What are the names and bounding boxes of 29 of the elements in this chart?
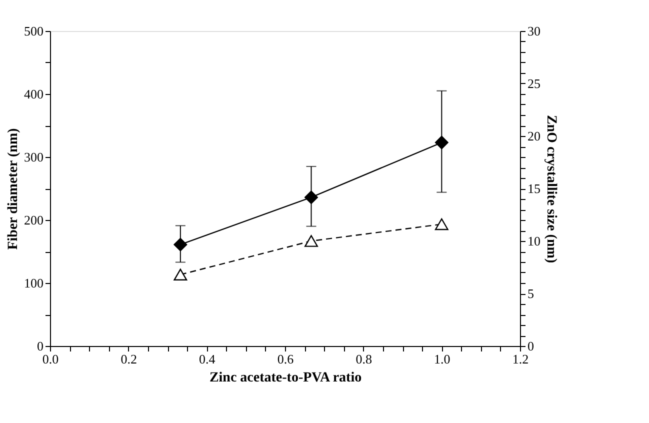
x-tick-label: 0.4 — [199, 352, 216, 366]
y-axis-title: Fiber diameter (nm) — [6, 128, 21, 250]
x-tick-label: 0.6 — [277, 352, 294, 366]
x-tick-label: 0.8 — [356, 352, 372, 366]
point — [434, 136, 448, 150]
y2-tick-label: 20 — [528, 128, 540, 144]
y-tick-label: 500 — [24, 24, 44, 38]
y2-tick-label: 25 — [528, 76, 540, 91]
y2-tick-label: 15 — [528, 181, 540, 196]
y2-axis-title: ZnO crystallite size (nm) — [544, 114, 558, 264]
point — [174, 238, 188, 252]
y2-tick-label: 5 — [528, 286, 534, 301]
y2-tick-label: 0 — [528, 338, 534, 354]
y-tick-label: 0 — [37, 338, 44, 354]
x-tick-label: 0.2 — [120, 352, 137, 366]
x-tick-label: 1.0 — [434, 352, 450, 366]
y-tick-label: 400 — [24, 86, 44, 102]
y-tick-label: 100 — [24, 276, 44, 290]
point — [304, 235, 318, 247]
y2-tick-label: 10 — [528, 234, 540, 248]
y-tick-label: 200 — [24, 212, 44, 228]
point — [174, 268, 188, 281]
y2-tick-label: 30 — [528, 24, 540, 38]
x-axis-title: Zinc acetate-to-PVA ratio — [209, 370, 362, 386]
x-tick-label: 0.0 — [42, 352, 59, 366]
point — [304, 190, 318, 204]
x-tick-label: 1.2 — [512, 352, 529, 366]
point — [434, 218, 448, 230]
y-tick-label: 300 — [24, 150, 44, 164]
